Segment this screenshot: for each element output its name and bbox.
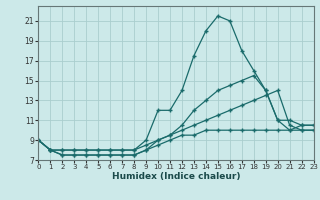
X-axis label: Humidex (Indice chaleur): Humidex (Indice chaleur)	[112, 172, 240, 181]
